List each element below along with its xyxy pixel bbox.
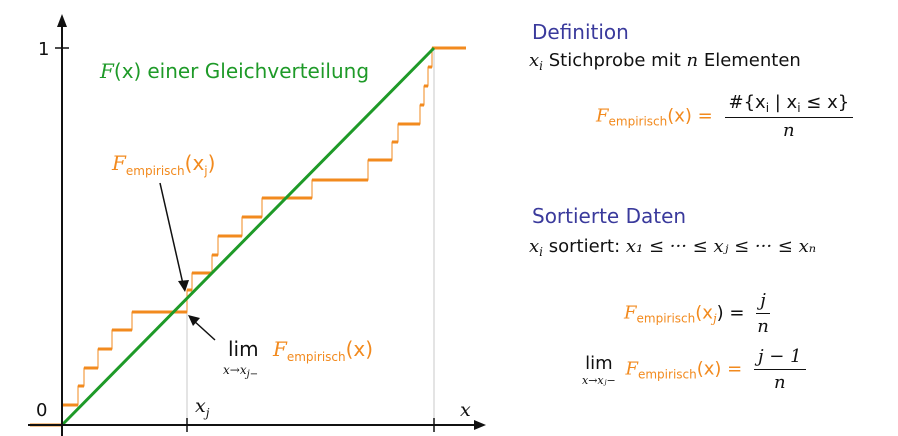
uniform-cdf-line [60,46,436,427]
sorted-heading: Sortierte Daten [532,204,687,228]
arrow-head-icon [178,280,189,292]
fraction: j − 1 n [753,346,806,393]
y-tick-label-0: 0 [36,400,47,421]
cdf-plot: 1 0 x xj F(x) einer Gleichverteilung Femp… [28,14,486,436]
fraction: #{xi | xi ≤ x} n [724,92,854,141]
definition-line: xi Stichprobe mit n Elementen [529,50,801,73]
arrow-head-icon [188,315,200,326]
x-axis-arrow-icon [474,420,486,430]
x-axis-label: x [460,399,471,421]
left-limit-label: lim Fempirisch(x) [228,337,373,364]
arrow-to-xj-value [159,182,184,285]
arrow-to-left-limit [192,319,216,341]
x-tick-label-xj: xj [195,395,210,420]
left-limit-subscript: x→xj− [223,363,258,380]
empirical-at-xj-label: Fempirisch(xj) [111,151,215,178]
formula-left-limit: lim x→xⱼ− Fempirisch(x) = j − 1 n [582,346,806,393]
empirical-cdf [30,46,466,427]
y-axis-arrow-icon [57,14,67,27]
uniform-cdf-label: F(x) einer Gleichverteilung [99,59,369,83]
y-tick-label-1: 1 [38,39,49,60]
formula-empirical-definition: Fempirisch(x) = #{xi | xi ≤ x} n [596,92,854,141]
sorted-line: xi sortiert: x₁ ≤ ··· ≤ xⱼ ≤ ··· ≤ xₙ [529,236,817,259]
lim-operator: lim x→xⱼ− [582,352,616,387]
definition-heading: Definition [532,20,629,44]
fraction: j n [756,290,770,337]
definition-panel: Definition xi Stichprobe mit n Elementen… [524,0,894,436]
formula-empirical-at-xj: Fempirisch(xj) = j n [624,290,770,337]
